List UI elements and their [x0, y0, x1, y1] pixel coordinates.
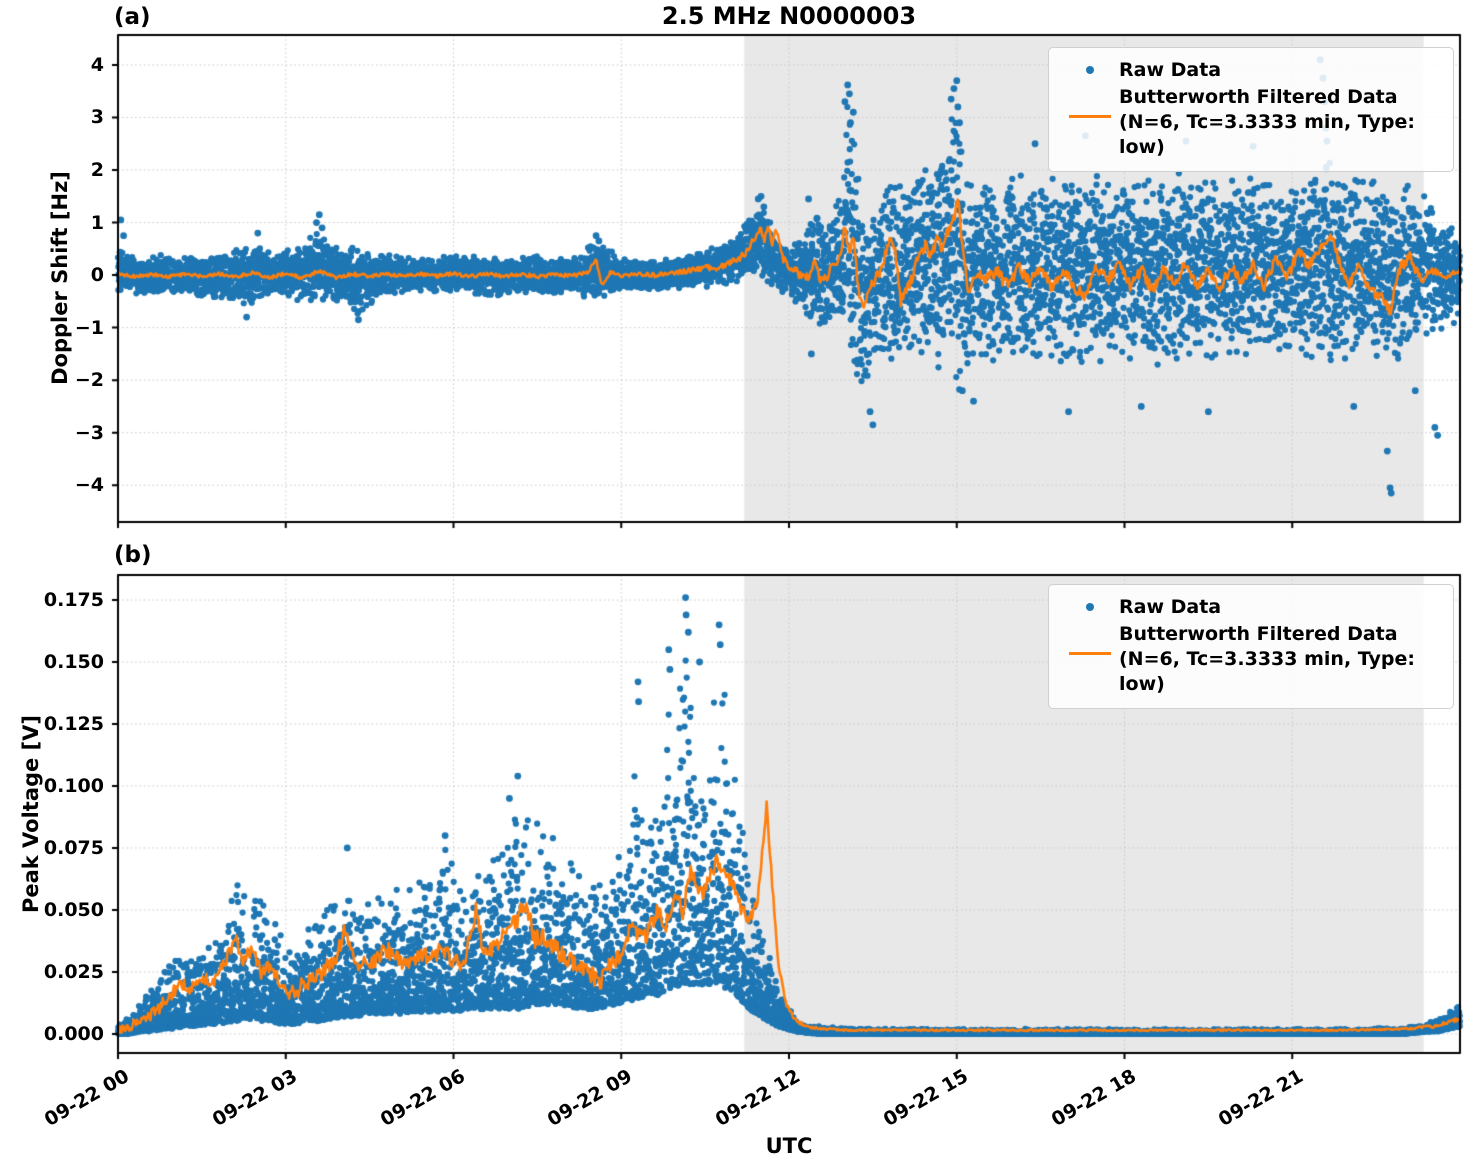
y-tick-label: −2	[74, 369, 104, 392]
y-tick-label: 3	[90, 106, 104, 129]
y-tick-label: 0.025	[43, 960, 104, 983]
y-tick-label: 0.150	[43, 651, 104, 674]
y-tick-label: 0.075	[43, 836, 104, 859]
filtered-line-icon	[1069, 115, 1111, 118]
x-axis-label: UTC	[765, 1134, 813, 1158]
y-tick-label: 0.050	[43, 898, 104, 921]
y-tick-label: 2	[90, 159, 104, 181]
y-axis-label-voltage: Peak Voltage [V]	[19, 714, 43, 914]
y-tick-label: 0.100	[43, 774, 104, 797]
raw-data-marker-icon	[1086, 66, 1094, 74]
y-tick-label: 0.175	[43, 589, 104, 612]
panel-b-label: (b)	[114, 542, 152, 568]
y-tick-label: 0	[90, 264, 104, 287]
y-tick-label: 4	[90, 53, 104, 76]
panel-a-label: (a)	[114, 4, 151, 30]
legend-panel-b: Raw Data Butterworth Filtered Data (N=6,…	[1048, 584, 1454, 709]
filtered-line-icon	[1069, 652, 1111, 655]
y-tick-label: 0.000	[43, 1022, 104, 1045]
y-tick-label: 0.125	[43, 713, 104, 735]
legend-filtered-label: Butterworth Filtered Data	[1119, 623, 1398, 645]
legend-filtered-label: Butterworth Filtered Data	[1119, 86, 1398, 108]
legend-raw-label: Raw Data	[1119, 59, 1222, 81]
legend-panel-a: Raw Data Butterworth Filtered Data (N=6,…	[1048, 47, 1454, 172]
y-tick-label: −1	[74, 316, 104, 339]
legend-filtered-sublabel: (N=6, Tc=3.3333 min, Type: low)	[1119, 111, 1415, 158]
y-tick-label: −3	[74, 421, 104, 444]
legend-raw-label: Raw Data	[1119, 596, 1222, 618]
raw-data-marker-icon	[1086, 603, 1094, 611]
y-tick-label: −4	[74, 474, 104, 497]
y-tick-label: 1	[90, 211, 104, 234]
chart-title: 2.5 MHz N0000003	[661, 2, 917, 30]
legend-filtered-sublabel: (N=6, Tc=3.3333 min, Type: low)	[1119, 648, 1415, 695]
